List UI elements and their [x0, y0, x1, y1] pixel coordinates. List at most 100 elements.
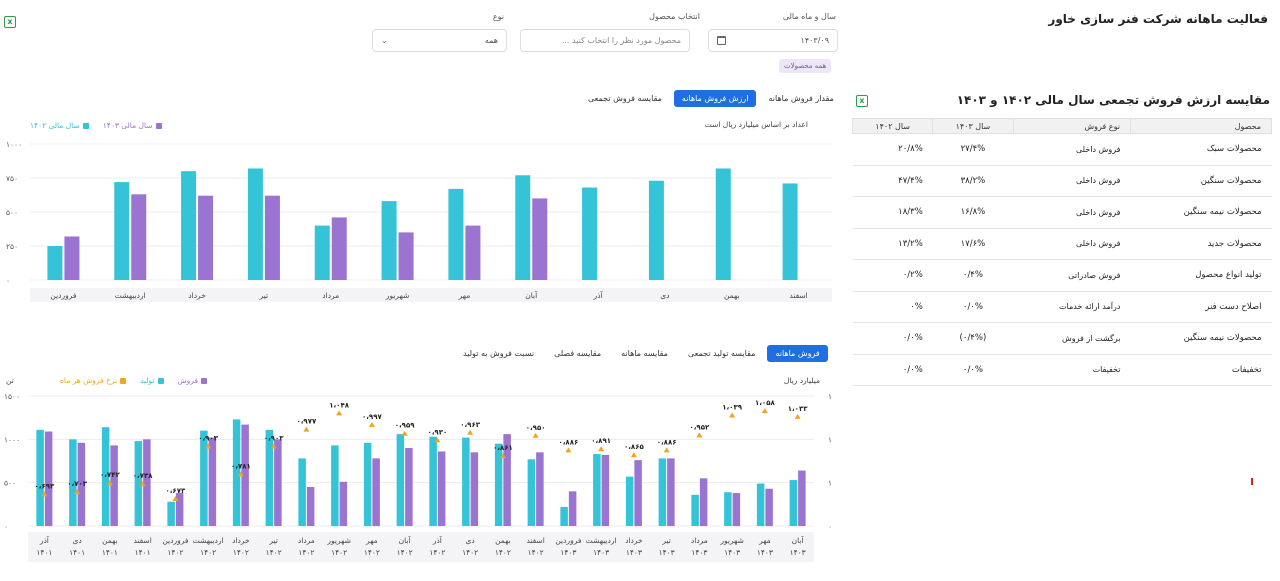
bar-production [691, 494, 699, 526]
bar-sales [568, 491, 577, 526]
comparison-table: محصول نوع فروش سال ۱۴۰۳ سال ۱۴۰۲ محصولات… [851, 118, 1273, 386]
bar-sales [503, 434, 511, 526]
chart1-subtitle: اعداد بر اساس میلیارد ریال است [704, 120, 808, 129]
bar-production [396, 434, 405, 526]
bar-production [232, 419, 241, 526]
x-tick-month: خرداد [625, 536, 643, 545]
rate-label: ۰،۸۶۵ [624, 443, 644, 451]
x-tick-year: ۱۴۰۳ [790, 548, 806, 557]
x-tick-year: ۱۴۰۳ [724, 548, 740, 557]
all-products-chip[interactable]: همه محصولات [779, 59, 832, 73]
rate-label: ۰،۹۵۲ [690, 423, 710, 431]
tab-monthly-sales[interactable]: فروش ماهانه [767, 345, 828, 362]
x-tick-label: خرداد [188, 291, 206, 300]
x-tick-month: بهمن [495, 536, 511, 545]
col-sale-type: نوع فروش [1012, 118, 1131, 134]
legend-sales[interactable]: فروش [178, 376, 208, 385]
date-picker[interactable]: ۱۴۰۳/۰۹ [708, 29, 838, 52]
bar-production [363, 442, 372, 526]
type-select[interactable]: ⌄ همه [372, 29, 507, 52]
rate-marker [565, 447, 572, 453]
legend-rate[interactable]: نرخ فروش هر ماه [60, 376, 127, 385]
bar-production [593, 454, 601, 526]
tab-cumulative-comparison[interactable]: مقایسه فروش تجمعی [588, 94, 662, 103]
rate-marker [467, 429, 474, 435]
bar-production [101, 427, 110, 526]
x-tick-label: مرداد [322, 291, 339, 300]
rate-label: ۰،۷۳۸ [133, 472, 153, 480]
bar-sales [798, 470, 806, 526]
legend-1403[interactable]: سال مالی ۱۴۰۳ [103, 121, 162, 130]
x-tick-month: مرداد [298, 536, 315, 545]
bar-sales [306, 487, 315, 526]
chart2-right-unit: تن [6, 376, 14, 385]
product-placeholder: محصول مورد نظر را انتخاب کنید ... [561, 36, 681, 45]
rate-label: ۰،۸۹۱ [591, 437, 611, 445]
bar-production [36, 429, 44, 526]
rate-marker [696, 432, 703, 438]
bar-sales [241, 424, 249, 526]
rate-marker [663, 447, 670, 453]
rate-label: ۰،۷۰۳ [67, 480, 87, 488]
bar-1402 [782, 183, 798, 280]
tab-cumulative-production[interactable]: مقایسه تولید تجمعی [687, 349, 756, 358]
rate-label: ۰،۹۰۳ [264, 434, 284, 442]
x-tick-label: آبان [525, 290, 538, 300]
rate-label: ۰،۸۸۶ [657, 438, 677, 446]
x-axis-band [28, 532, 814, 562]
x-tick-label: مهر [458, 291, 471, 300]
tab-sales-to-production[interactable]: نسبت فروش به تولید [463, 349, 535, 358]
product-select[interactable]: محصول مورد نظر را انتخاب کنید ... [520, 29, 690, 52]
excel-export-icon[interactable]: x [856, 95, 868, 107]
tab-monthly-value[interactable]: ارزش فروش ماهانه [673, 90, 757, 107]
legend-production[interactable]: تولید [140, 376, 164, 385]
rate-label: ۰،۹۹۷ [362, 413, 382, 421]
cell-1402: ۱۳/۲% [852, 228, 933, 260]
y-tick-label: ۵۰۰ [4, 479, 16, 488]
cell-product: اصلاح دست فنر [1130, 291, 1272, 323]
bar-sales [175, 493, 184, 526]
x-tick-month: مهر [365, 536, 378, 545]
x-tick-year: ۱۴۰۱ [102, 548, 118, 557]
rate-label: ۰،۸۸۶ [559, 438, 579, 446]
x-tick-month: آبان [399, 535, 412, 545]
bar-production [494, 443, 503, 526]
rate-marker [761, 408, 768, 414]
bar-1402 [381, 201, 397, 280]
bar-1402 [648, 180, 664, 280]
rate-marker [205, 443, 212, 449]
x-tick-year: ۱۴۰۲ [200, 548, 216, 557]
cell-1403: (۰/۴%) [932, 322, 1014, 355]
date-label: سال و ماه مالی [782, 12, 836, 21]
x-tick-year: ۱۴۰۲ [495, 548, 511, 557]
rate-marker [270, 443, 277, 449]
cell-sale-type: فروش داخلی [1013, 196, 1131, 229]
rate-marker [401, 430, 408, 436]
y-tick-label: ۲۵۰ [6, 242, 18, 251]
bar-sales [372, 458, 380, 526]
rate-marker [532, 432, 539, 438]
chart2-left-unit: میلیارد ریال [783, 376, 820, 385]
x-tick-year: ۱۴۰۲ [331, 548, 347, 557]
bar-sales [634, 460, 642, 526]
rate-label: ۱،۰۵۸ [755, 399, 775, 407]
excel-export-icon[interactable]: x [4, 16, 16, 28]
tab-monthly-quantity[interactable]: مقدار فروش ماهانه [768, 94, 834, 103]
x-axis-band [30, 288, 832, 302]
rate-marker [303, 426, 310, 432]
rate-marker [172, 495, 179, 501]
x-tick-year: ۱۴۰۳ [691, 548, 707, 557]
legend-1402[interactable]: سال مالی ۱۴۰۲ [30, 121, 89, 130]
cell-product: محصولات نیمه سنگین [1130, 196, 1272, 229]
rate-label: ۰،۷۴۲ [100, 471, 120, 479]
cell-sale-type: فروش داخلی [1013, 133, 1131, 166]
date-value: ۱۴۰۳/۰۹ [800, 36, 829, 45]
tab-monthly-comparison[interactable]: مقایسه ماهانه [621, 349, 668, 358]
y-right-tick-label: ۰ [828, 522, 832, 531]
bar-production [756, 483, 765, 526]
tab-seasonal-comparison[interactable]: مقایسه فصلی [554, 349, 602, 358]
bar-sales [143, 439, 151, 526]
rate-marker [336, 410, 343, 416]
rate-marker [794, 413, 801, 419]
x-tick-year: ۱۴۰۱ [69, 548, 85, 557]
